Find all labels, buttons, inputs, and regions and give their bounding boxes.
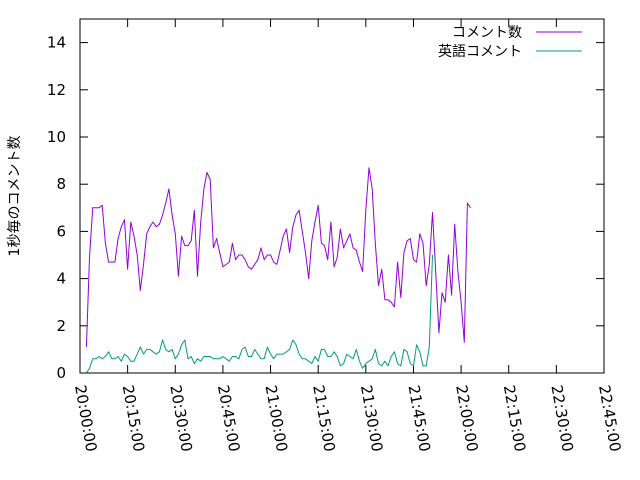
- y-tick-label: 4: [56, 270, 66, 288]
- y-tick-label: 6: [56, 222, 66, 240]
- y-tick-label: 14: [47, 34, 66, 52]
- y-tick-label: 12: [47, 81, 66, 99]
- y-axis-title: 1秒毎のコメント数: [7, 136, 23, 257]
- legend-label: 英語コメント: [438, 43, 522, 60]
- y-tick-label: 10: [47, 128, 66, 146]
- series-group: [85, 167, 472, 374]
- legend-label: コメント数: [452, 25, 522, 41]
- series-line-1: [85, 167, 472, 348]
- plot-frame: [79, 18, 605, 374]
- y-tick-label: 0: [56, 364, 66, 382]
- y-tick-label: 2: [56, 317, 66, 335]
- y-tick-label: 8: [56, 175, 66, 193]
- series-line-2: [85, 254, 433, 374]
